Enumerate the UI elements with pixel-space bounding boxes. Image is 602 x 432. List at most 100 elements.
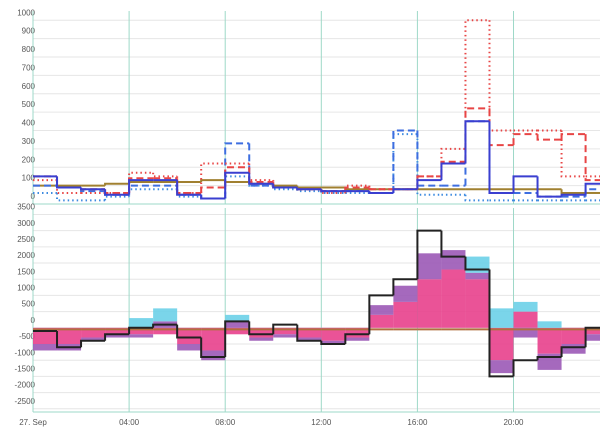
line-step (320, 189, 346, 193)
area-segment (321, 340, 346, 344)
line-step (392, 278, 418, 296)
y-tick-label: 700 (22, 63, 36, 72)
area-segment (537, 327, 562, 354)
line-step (320, 340, 346, 345)
line-step (416, 175, 442, 190)
line-step (464, 19, 490, 149)
area-segment (129, 334, 154, 338)
line-step (56, 192, 82, 202)
area-segment (273, 334, 298, 338)
line-step (104, 195, 130, 201)
line-step (512, 175, 538, 193)
y-tick-label: -2500 (15, 397, 36, 406)
line-step (584, 134, 600, 182)
line-step (128, 180, 154, 184)
area-segment (585, 327, 600, 335)
line-step (296, 187, 322, 191)
line-step (440, 230, 466, 258)
line-step (248, 163, 274, 182)
line-step (128, 188, 154, 197)
area-segment (369, 305, 394, 315)
line-step (536, 176, 562, 198)
area-segment (489, 327, 514, 361)
line-step (560, 189, 586, 194)
line-step (512, 359, 538, 377)
y-tick-label: 3000 (17, 219, 35, 228)
x-tick-label: 27. Sep (19, 418, 47, 427)
area-segment (105, 334, 130, 338)
area-segment (225, 327, 250, 335)
y-tick-label: 1000 (17, 8, 35, 17)
area-segment (225, 321, 250, 328)
line-step (584, 326, 600, 348)
area-segment (201, 350, 226, 361)
area-segment (441, 269, 466, 328)
area-segment (177, 327, 202, 344)
area-segment (393, 285, 418, 302)
area-segment (537, 321, 562, 328)
line-step (488, 121, 514, 194)
area-segment (369, 314, 394, 328)
x-tick-label: 16:00 (407, 418, 428, 427)
line-step (464, 256, 490, 271)
area-segment (201, 327, 226, 351)
area-segment (105, 327, 130, 335)
line-step (416, 134, 442, 196)
y-tick-label: -500 (19, 332, 36, 341)
line-step (248, 321, 274, 336)
line-step (488, 269, 514, 378)
x-tick-label: 20:00 (503, 418, 524, 427)
y-tick-label: -1000 (15, 348, 36, 357)
line-step (488, 108, 514, 147)
y-tick-label: -1500 (15, 364, 36, 373)
line-step (344, 333, 370, 344)
line-step (80, 187, 106, 191)
line-step (416, 175, 442, 190)
y-tick-label: 400 (22, 119, 36, 128)
y-tick-label: 100 (22, 174, 36, 183)
line-step (56, 331, 82, 349)
line-step (200, 194, 226, 200)
area-segment (153, 308, 178, 322)
line-step (584, 182, 600, 195)
line-step (176, 180, 202, 196)
area-segment (465, 279, 490, 328)
line-step (104, 182, 130, 186)
line-step (296, 185, 322, 189)
area-segment (321, 327, 346, 341)
area-segment (129, 318, 154, 328)
line-step (80, 339, 106, 348)
line-step (464, 107, 490, 162)
line-step (176, 189, 202, 198)
x-tick-label: 12:00 (311, 418, 332, 427)
area-segment (489, 308, 514, 328)
line-step (248, 143, 274, 187)
area-segment (489, 360, 514, 374)
line-step (392, 129, 418, 193)
area-segment (129, 327, 154, 335)
line-step (512, 133, 538, 146)
line-step (560, 133, 586, 140)
area-segment (441, 250, 466, 270)
y-tick-label: 500 (22, 300, 36, 309)
area-segment (417, 279, 442, 328)
line-step (200, 337, 226, 358)
y-tick-label: -2000 (15, 381, 36, 390)
line-step (128, 326, 154, 335)
y-tick-label: 2500 (17, 235, 35, 244)
y-tick-label: 2000 (17, 251, 35, 260)
line-step (272, 183, 298, 189)
line-step (128, 179, 154, 195)
line-step (392, 188, 418, 193)
area-segment (417, 253, 442, 280)
line-step (224, 171, 250, 199)
line-step (152, 323, 178, 328)
line-step (104, 333, 130, 341)
line-step (368, 191, 394, 194)
line-step (104, 189, 130, 196)
y-tick-label: 1000 (17, 284, 35, 293)
area-segment (465, 272, 490, 280)
x-tick-label: 08:00 (215, 418, 236, 427)
y-tick-label: 600 (22, 82, 36, 91)
